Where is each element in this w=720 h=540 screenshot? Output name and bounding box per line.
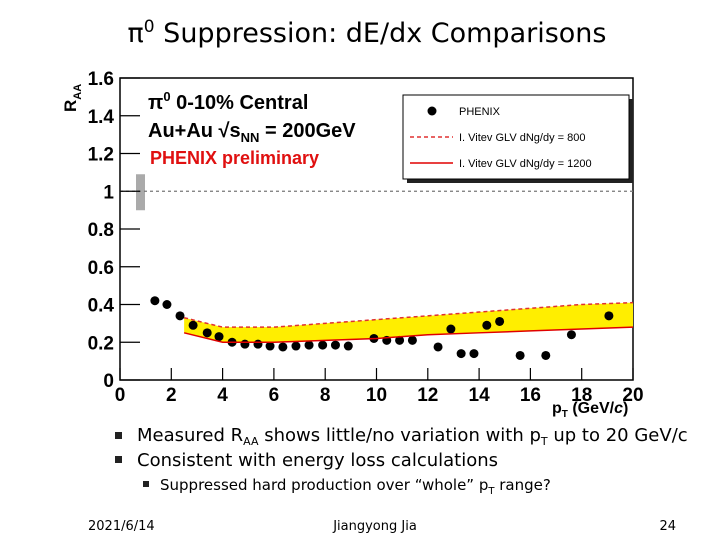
data-point	[433, 342, 443, 352]
data-point	[304, 340, 314, 350]
annotation-sup: 0	[163, 89, 170, 104]
annotation-text: 0-10% Central	[171, 92, 309, 114]
legend-label: PHENIX	[459, 106, 501, 118]
x-tick-label: 18	[571, 385, 592, 406]
data-point	[162, 300, 172, 309]
bullet-text: Suppressed hard production over “whole” …	[160, 476, 488, 494]
data-point	[604, 311, 614, 321]
bullet: Consistent with energy loss calculations	[137, 450, 498, 471]
x-tick-label: 14	[469, 385, 491, 406]
data-point	[253, 339, 263, 349]
data-point	[566, 330, 576, 340]
y-tick-label: 0	[103, 371, 114, 392]
data-point	[541, 350, 551, 360]
y-tick-label: 1.6	[88, 69, 114, 90]
data-point	[343, 341, 353, 351]
axis-label-sub: AA	[72, 84, 84, 100]
x-axis-label: pT (GeV/c)	[552, 400, 628, 420]
plot: 0 0.2 0.4 0.6 0.8 1 1.2 1.4 1.6 0 2 4 6 8 10 12 14 16 18 20…	[88, 69, 644, 406]
annotation-sub: NN	[241, 130, 260, 145]
y-axis-label: RAA	[61, 84, 84, 112]
axis-label-text: )	[623, 400, 628, 417]
bullet-marker	[115, 456, 122, 463]
data-point	[150, 296, 160, 306]
axis-label-text: R	[61, 100, 80, 112]
x-tick-label: 0	[115, 385, 126, 406]
footer-date: 2021/6/14	[88, 519, 155, 534]
legend-label: I. Vitev GLV dNg/dy = 800	[459, 132, 585, 144]
footer-page: 24	[659, 519, 676, 534]
data-point	[214, 332, 224, 342]
bullet-sub: T	[540, 435, 548, 448]
model-line	[183, 326, 634, 343]
y-tick-label: 0.8	[88, 220, 114, 241]
data-point	[456, 349, 466, 359]
x-tick-label: 16	[520, 385, 541, 406]
bullet-sub: T	[487, 486, 495, 497]
bullet-text: shows little/no variation with p	[259, 425, 541, 446]
x-tick-label: 8	[320, 385, 331, 406]
bullet-marker	[115, 432, 122, 439]
annotation-text: π	[148, 92, 163, 114]
annotation-text: PHENIX preliminary	[150, 148, 319, 168]
x-tick-label: 2	[166, 385, 177, 406]
model-band	[184, 302, 633, 343]
legend-label: I. Vitev GLV dNg/dy = 1200	[459, 158, 592, 170]
data-point	[495, 316, 505, 326]
y-tick-label: 0.6	[88, 258, 114, 279]
footer-author: Jiangyong Jia	[332, 519, 417, 534]
data-point	[515, 350, 525, 360]
bullet-text: range?	[494, 476, 550, 494]
bullet-sub: AA	[243, 435, 259, 448]
data-point	[330, 340, 340, 350]
slide-title: π0 Suppression: dE/dx Comparisons	[128, 17, 607, 49]
title-sup: 0	[144, 17, 155, 37]
axis-label-text: (GeV/	[568, 400, 615, 417]
x-tick-label: 20	[622, 385, 643, 406]
y-tick-label: 1	[103, 182, 114, 203]
bullet-text: Consistent with energy loss calculations	[137, 450, 498, 471]
data-point	[482, 320, 492, 330]
annotation: π0 0-10% Central	[148, 89, 308, 114]
bullet: Measured RAA shows little/no variation w…	[137, 425, 688, 448]
y-tick-label: 0.4	[88, 296, 115, 317]
y-tick-label: 0.2	[88, 333, 114, 354]
annotation-text: = 200GeV	[259, 120, 356, 142]
normalization-box	[136, 174, 145, 211]
data-point	[318, 340, 328, 350]
y-tick-label: 1.2	[88, 145, 114, 166]
data-point	[291, 341, 301, 351]
axis-label-sub: T	[562, 409, 568, 420]
data-point	[240, 339, 250, 349]
annotation: Au+Au √sNN = 200GeV	[148, 120, 356, 145]
data-point	[407, 335, 417, 345]
axis-label-text: c	[614, 400, 623, 417]
annotation-text: Au+Au √s	[148, 120, 241, 142]
bullet-text: Measured R	[137, 425, 243, 446]
axis-label-text: p	[552, 400, 562, 417]
x-tick-label: 12	[417, 385, 438, 406]
model-line	[183, 301, 634, 328]
legend-marker	[427, 106, 437, 116]
x-tick-label: 4	[217, 385, 228, 406]
data-point	[446, 324, 456, 334]
annotation: PHENIX preliminary	[150, 148, 319, 168]
title-text: Suppression: dE/dx Comparisons	[155, 18, 607, 49]
data-point	[188, 320, 198, 330]
bullet-text: up to 20 GeV/c	[548, 425, 688, 446]
data-point	[469, 349, 479, 359]
title-text: π	[128, 18, 144, 49]
x-tick-label: 10	[366, 385, 387, 406]
data-point	[395, 335, 405, 345]
bullet-marker	[143, 481, 149, 487]
sub-bullet: Suppressed hard production over “whole” …	[160, 476, 551, 497]
x-tick-label: 6	[269, 385, 280, 406]
y-tick-label: 1.4	[88, 107, 115, 128]
data-point	[278, 342, 288, 352]
data-point	[265, 341, 275, 351]
data-point	[175, 311, 185, 321]
data-point	[202, 328, 212, 338]
